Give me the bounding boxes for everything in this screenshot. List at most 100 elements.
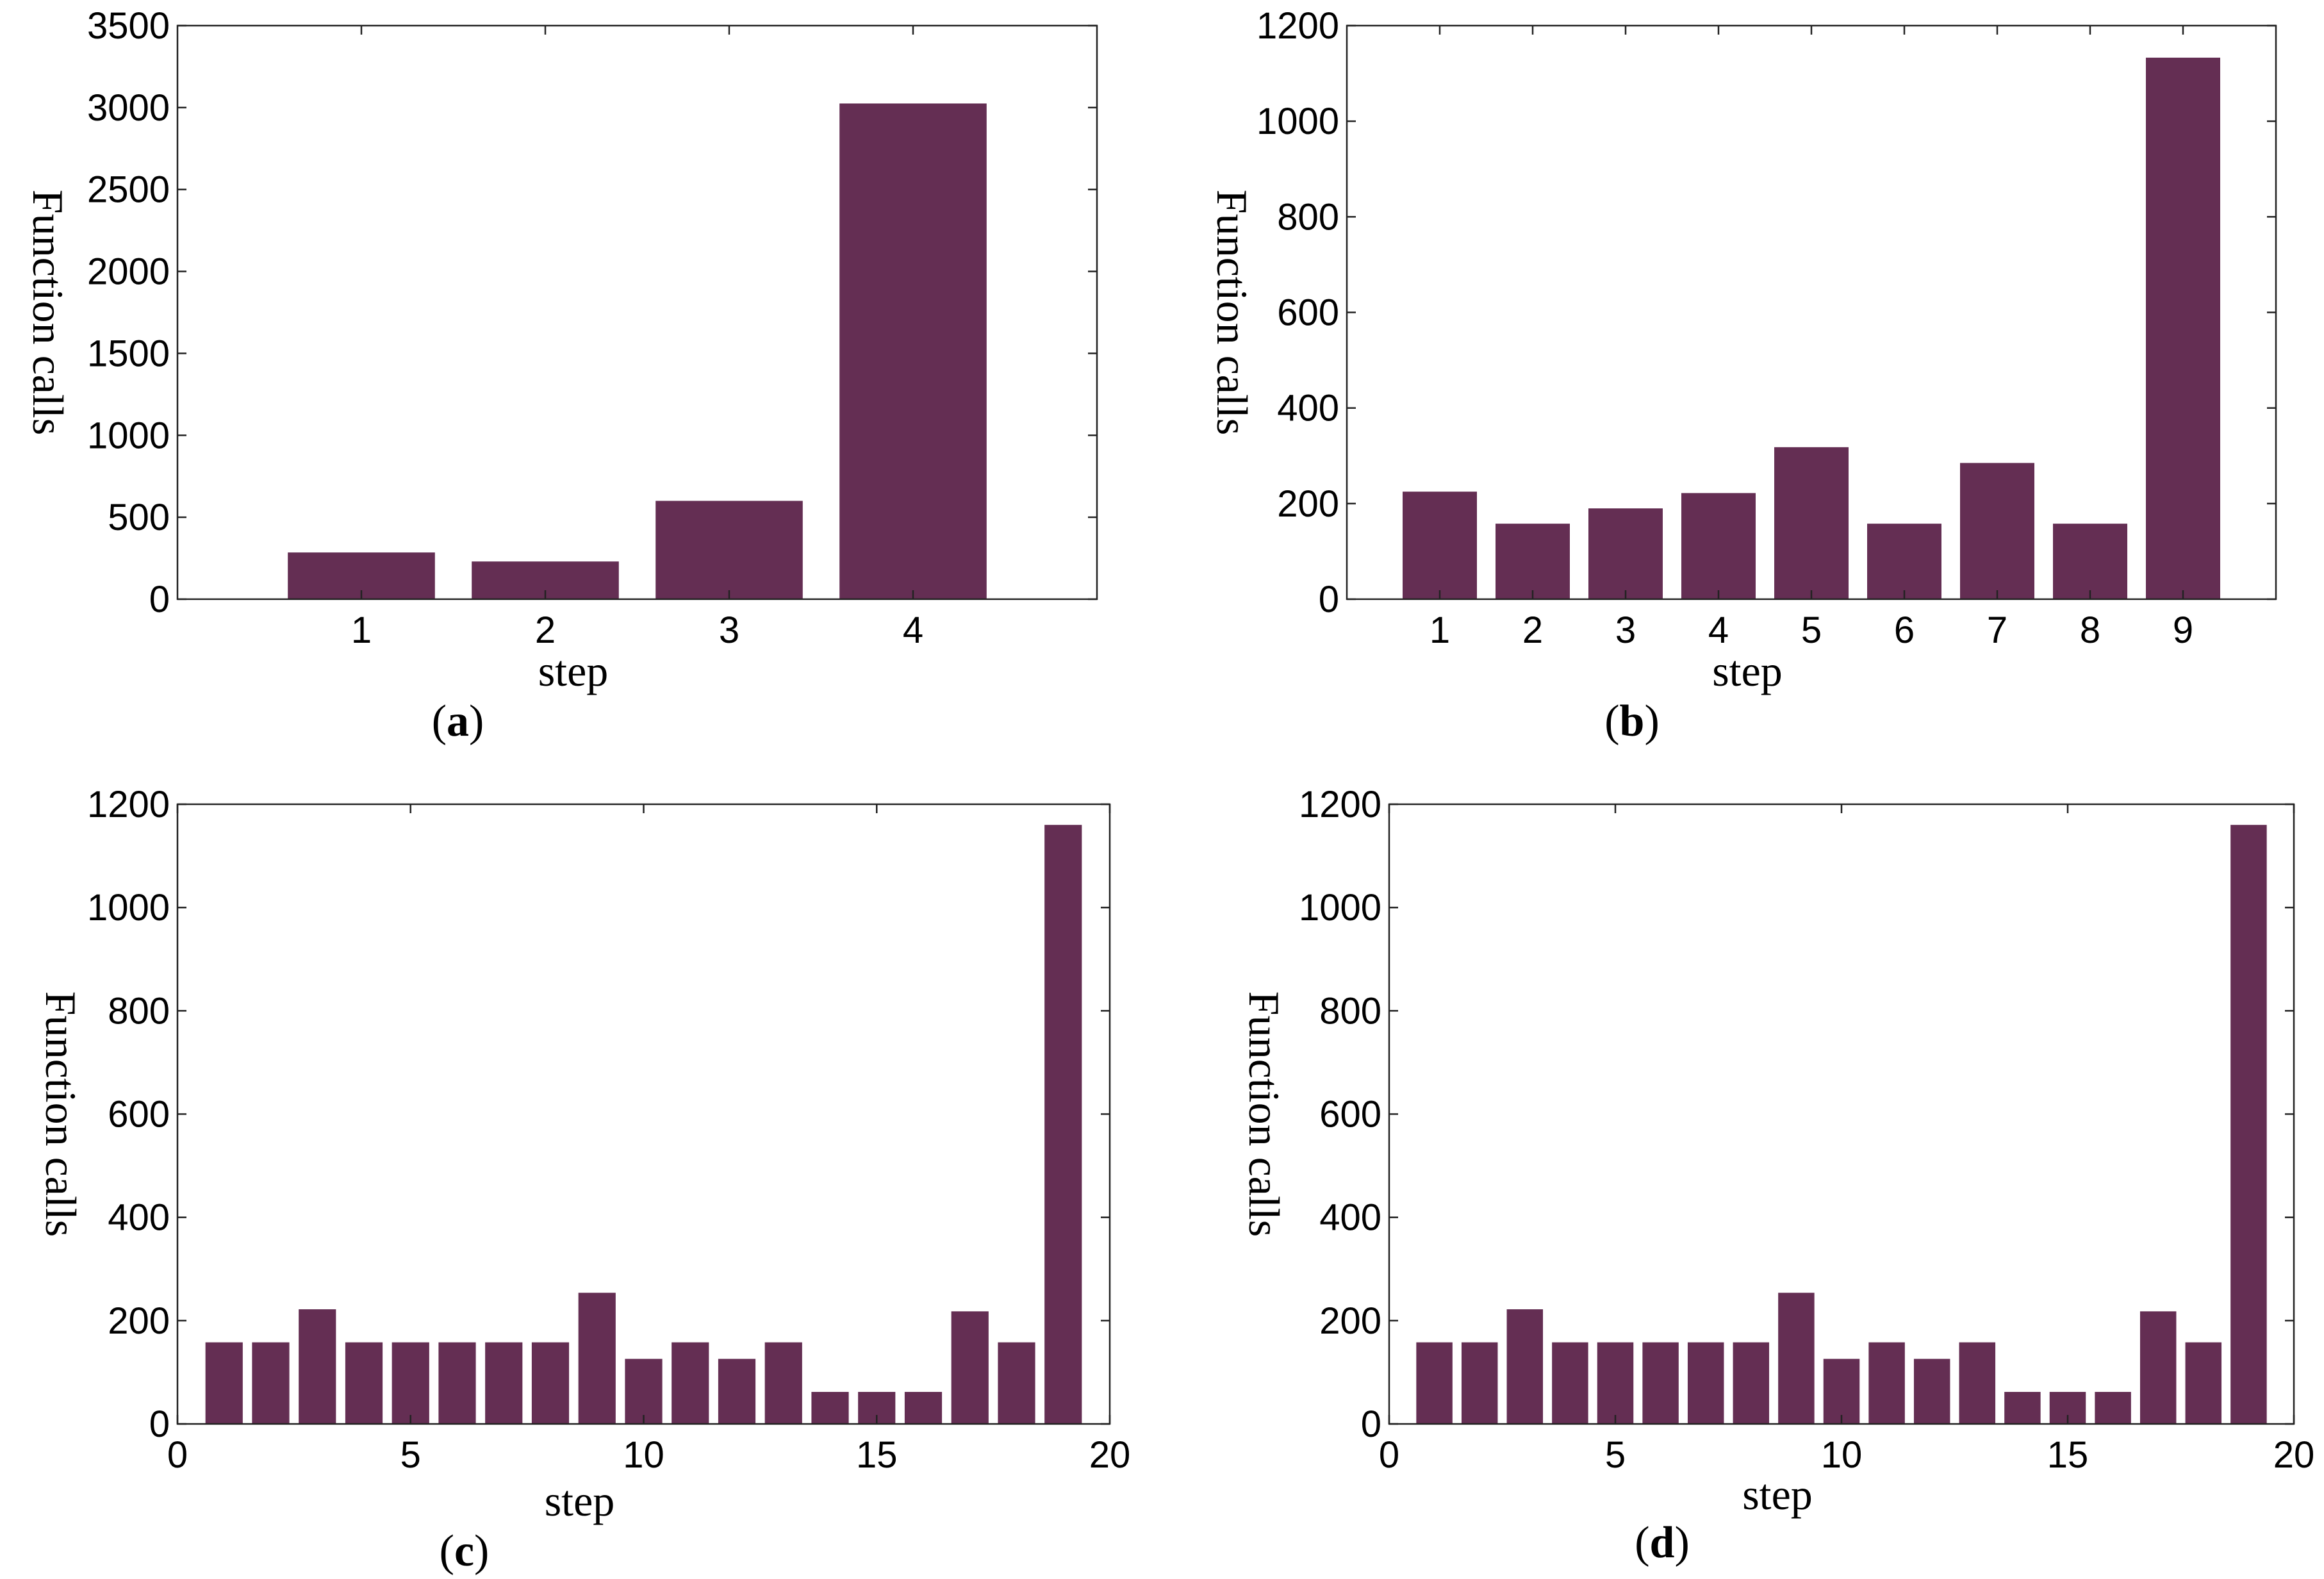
bar-d-1 xyxy=(1416,1342,1453,1424)
y-tick-label: 200 xyxy=(1319,1300,1381,1342)
bar-b-9 xyxy=(2146,57,2220,600)
bar-a-4 xyxy=(839,103,987,599)
bar-c-13 xyxy=(764,1342,802,1424)
bar-c-17 xyxy=(951,1311,989,1424)
chart-panel-b: 0 200 400 600 800 1000 1200 1 2 3 4 5 6 7 8 9 step Functi… xyxy=(1208,5,2277,746)
bar-d-5 xyxy=(1597,1342,1634,1424)
y-tick-label: 400 xyxy=(1319,1197,1381,1239)
panel-caption-letter: c xyxy=(454,1526,474,1576)
bar-c-10 xyxy=(625,1359,663,1424)
bar-c-5 xyxy=(391,1342,429,1424)
bar-c-4 xyxy=(345,1342,383,1424)
x-tick-label: 2 xyxy=(1522,609,1543,651)
x-tick-label: 4 xyxy=(903,609,923,651)
bar-c-7 xyxy=(485,1342,523,1424)
x-tick-label: 9 xyxy=(2173,609,2193,651)
y-tick-label: 800 xyxy=(1277,196,1339,238)
x-tick-label: 7 xyxy=(1987,609,2007,651)
bar-c-6 xyxy=(438,1342,476,1424)
bar-c-11 xyxy=(672,1342,709,1424)
panel-caption: (c) xyxy=(440,1526,490,1576)
y-axis-label: Function calls xyxy=(1208,190,1257,435)
bar-c-9 xyxy=(578,1293,616,1424)
bar-d-3 xyxy=(1506,1309,1544,1424)
y-axis-label: Function calls xyxy=(24,190,72,435)
y-tick-label: 800 xyxy=(108,990,170,1032)
axes-frame-a xyxy=(176,24,1098,600)
x-tick-label: 4 xyxy=(1708,609,1729,651)
y-tick-label: 0 xyxy=(1319,579,1339,620)
y-tick-label: 200 xyxy=(108,1300,170,1342)
bar-b-7 xyxy=(1960,463,2034,599)
bar-c-16 xyxy=(904,1392,943,1424)
x-tick-label: 15 xyxy=(2047,1434,2089,1476)
bar-d-18 xyxy=(2185,1342,2222,1424)
bar-d-10 xyxy=(1823,1359,1860,1424)
y-tick-label: 0 xyxy=(149,579,170,620)
y-tick-label: 1000 xyxy=(1299,887,1381,929)
y-tick-label: 1200 xyxy=(87,784,170,825)
bar-c-8 xyxy=(531,1342,570,1424)
y-tick-label: 1200 xyxy=(1299,784,1381,825)
x-tick-label: 3 xyxy=(719,609,739,651)
panel-caption-letter: a xyxy=(447,697,469,746)
bar-d-14 xyxy=(2004,1392,2041,1424)
bar-b-3 xyxy=(1588,508,1663,599)
bar-d-19 xyxy=(2230,825,2267,1424)
y-tick-label: 800 xyxy=(1319,990,1381,1032)
x-axis-label: step xyxy=(545,1476,615,1525)
x-tick-label: 5 xyxy=(1605,1434,1626,1476)
bar-c-19 xyxy=(1044,825,1082,1424)
x-tick-label: 20 xyxy=(1089,1434,1131,1476)
x-tick-label: 2 xyxy=(535,609,556,651)
bar-d-17 xyxy=(2139,1311,2177,1424)
x-tick-label: 5 xyxy=(400,1434,421,1476)
x-tick-label: 1 xyxy=(351,609,372,651)
bar-d-8 xyxy=(1733,1342,1770,1424)
y-tick-label: 2000 xyxy=(87,251,170,293)
bar-b-1 xyxy=(1403,492,1477,599)
x-tick-label: 0 xyxy=(167,1434,188,1476)
x-tick-label: 3 xyxy=(1615,609,1636,651)
panel-caption-letter: b xyxy=(1620,697,1645,746)
bar-c-2 xyxy=(252,1342,290,1424)
bar-d-12 xyxy=(1913,1359,1950,1424)
x-tick-label: 6 xyxy=(1894,609,1915,651)
bar-b-6 xyxy=(1867,524,1941,599)
x-tick-label: 15 xyxy=(856,1434,898,1476)
y-axis-label: Function calls xyxy=(1240,991,1289,1237)
chart-panel-d: 0 200 400 600 800 1000 1200 0 5 10 15 20 step Functio… xyxy=(1240,784,2314,1567)
bar-b-8 xyxy=(2053,524,2127,599)
y-tick-label: 1000 xyxy=(87,887,170,929)
bar-d-11 xyxy=(1868,1342,1905,1424)
y-tick-label: 400 xyxy=(108,1197,170,1239)
panel-caption-letter: d xyxy=(1650,1518,1675,1567)
x-tick-label: 10 xyxy=(623,1434,664,1476)
x-axis-label: step xyxy=(1712,647,1783,695)
y-tick-label: 1000 xyxy=(1257,101,1339,142)
y-tick-label: 2500 xyxy=(87,169,170,211)
bar-c-3 xyxy=(299,1309,336,1424)
bar-b-4 xyxy=(1681,493,1756,599)
y-tick-label: 600 xyxy=(108,1094,170,1136)
bar-d-16 xyxy=(2095,1392,2131,1424)
bar-d-13 xyxy=(1959,1342,1996,1424)
bar-b-5 xyxy=(1774,447,1849,599)
x-tick-label: 5 xyxy=(1801,609,1822,651)
x-tick-label: 8 xyxy=(2080,609,2100,651)
bar-c-12 xyxy=(718,1359,756,1424)
y-tick-label: 200 xyxy=(1277,483,1339,525)
panel-caption: (a) xyxy=(432,697,484,746)
bar-b-2 xyxy=(1496,524,1570,599)
bar-c-1 xyxy=(205,1342,243,1424)
y-tick-label: 600 xyxy=(1277,292,1339,334)
y-axis-label: Function calls xyxy=(37,991,85,1237)
x-axis-label: step xyxy=(1742,1470,1813,1519)
bar-d-4 xyxy=(1552,1342,1588,1424)
bar-a-3 xyxy=(655,500,803,599)
bar-d-2 xyxy=(1461,1342,1498,1424)
bar-c-18 xyxy=(998,1342,1035,1424)
y-tick-label: 600 xyxy=(1319,1094,1381,1136)
chart-panel-a: 0 500 1000 1500 2000 2500 3000 3500 1 2 3 4 step Func… xyxy=(24,5,1098,746)
